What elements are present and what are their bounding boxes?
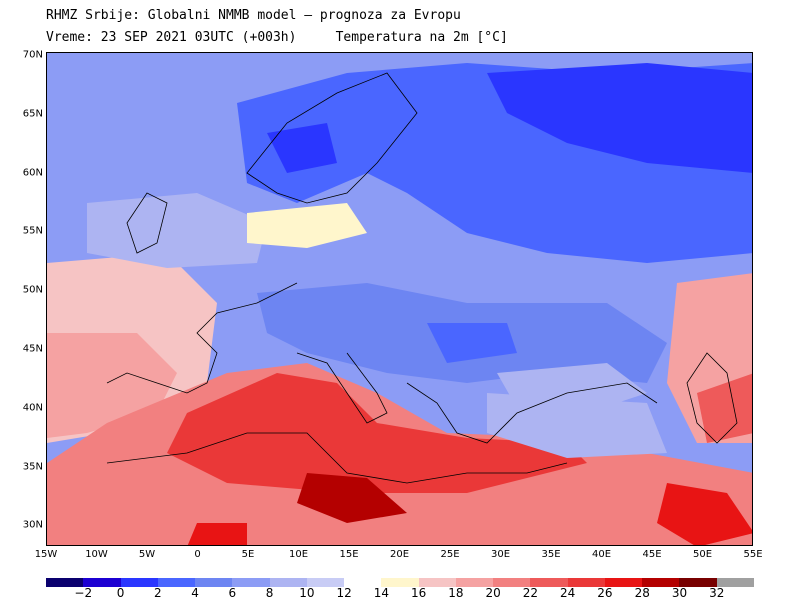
balkan-black-sea-coast: [406, 382, 658, 444]
lon-label: 15E: [339, 549, 359, 560]
colorbar-label: 10: [299, 586, 315, 600]
arabia-hot-zone: [657, 483, 752, 545]
colorbar-label: 16: [410, 586, 427, 600]
temperature-colorbar: [46, 578, 754, 587]
temperature-map: [46, 52, 753, 546]
colorbar-segment: [604, 578, 642, 587]
colorbar-segment: [567, 578, 605, 587]
colorbar-segment: [716, 578, 754, 587]
colorbar-segment: [455, 578, 493, 587]
colorbar-label: 28: [634, 586, 650, 600]
colorbar-segment: [530, 578, 568, 587]
lat-label: 45N: [22, 343, 43, 355]
colorbar-label: 20: [485, 586, 501, 600]
lon-label: 50E: [692, 549, 713, 560]
colorbar-segment: [46, 578, 84, 587]
lon-label: 10W: [85, 549, 108, 560]
lon-label: 30E: [490, 549, 511, 560]
north-sea-mild-zone: [87, 193, 267, 268]
colorbar-label: 14: [373, 586, 389, 600]
colorbar-segment: [679, 578, 717, 587]
mediterranean-hot-zone: [167, 373, 587, 493]
lat-label: 60N: [22, 167, 43, 179]
lat-label: 55N: [22, 225, 43, 237]
colorbar-segment: [195, 578, 233, 587]
colorbar-segment: [232, 578, 270, 587]
coastlines: [106, 72, 738, 484]
lon-label: 5W: [138, 549, 156, 560]
lat-label: 70N: [22, 49, 43, 61]
lon-label: 40E: [591, 549, 612, 560]
lon-label: 10E: [288, 549, 309, 560]
map-canvas: [47, 53, 752, 545]
lat-label: 65N: [22, 108, 43, 120]
lat-label: 35N: [22, 461, 43, 473]
colorbar-label: 6: [228, 586, 237, 600]
colorbar-label: 30: [671, 586, 688, 600]
colorbar-segment: [269, 578, 307, 587]
colorbar-segment: [344, 578, 382, 587]
map-title: RHMZ Srbije: Globalni NMMB model — progn…: [46, 8, 461, 23]
caspian-coast: [686, 352, 738, 444]
map-subtitle: Vreme: 23 SEP 2021 03UTC (+003h) Tempera…: [46, 30, 508, 45]
colorbar-segment: [418, 578, 456, 587]
lon-label: 5E: [241, 549, 255, 560]
libya-hot-spot: [297, 473, 407, 523]
colorbar-label: 2: [153, 586, 162, 600]
colorbar-label: 0: [116, 586, 125, 600]
lon-label: 20E: [389, 549, 410, 560]
colorbar-segment: [83, 578, 121, 587]
colorbar-label: 18: [448, 586, 464, 600]
lon-label: 25E: [440, 549, 460, 560]
colorbar-segment: [642, 578, 680, 587]
scandinavia-arctic-cold-zone: [487, 63, 752, 173]
lat-label: 50N: [22, 284, 43, 296]
colorbar-label: 32: [709, 586, 725, 600]
colorbar-segment: [306, 578, 344, 587]
lon-label: 55E: [743, 549, 763, 560]
lat-label: 40N: [22, 402, 43, 414]
colorbar-label: 22: [522, 586, 539, 600]
lon-label: 45E: [642, 549, 662, 560]
colorbar-label: −2: [74, 586, 93, 600]
lon-label: 15W: [34, 549, 58, 560]
colorbar-label: 4: [191, 586, 199, 600]
colorbar-segment: [120, 578, 158, 587]
scandinavia-coast: [246, 72, 418, 204]
colorbar-segment: [157, 578, 195, 587]
colorbar-label: 12: [336, 586, 352, 600]
carpathian-cold-zone: [427, 323, 517, 363]
norway-cold-spot: [267, 123, 337, 173]
colorbar-segment: [493, 578, 531, 587]
iberia-france-coast: [106, 282, 298, 394]
colorbar-segment: [381, 578, 419, 587]
italy-coast: [296, 352, 388, 424]
lon-label: 35E: [541, 549, 561, 560]
denmark-mild-zone: [247, 203, 367, 248]
colorbar-label: 26: [597, 586, 613, 600]
colorbar-label: 24: [560, 586, 576, 600]
caspian-hot-zone: [697, 373, 752, 443]
north-africa-coast: [106, 432, 568, 484]
colorbar-label: 8: [265, 586, 274, 600]
lat-label: 30N: [22, 519, 43, 531]
sahara-hot-zone: [187, 523, 247, 545]
britain-coast: [126, 192, 168, 254]
turkey-zone: [487, 393, 667, 458]
lon-label: 0: [194, 549, 201, 560]
